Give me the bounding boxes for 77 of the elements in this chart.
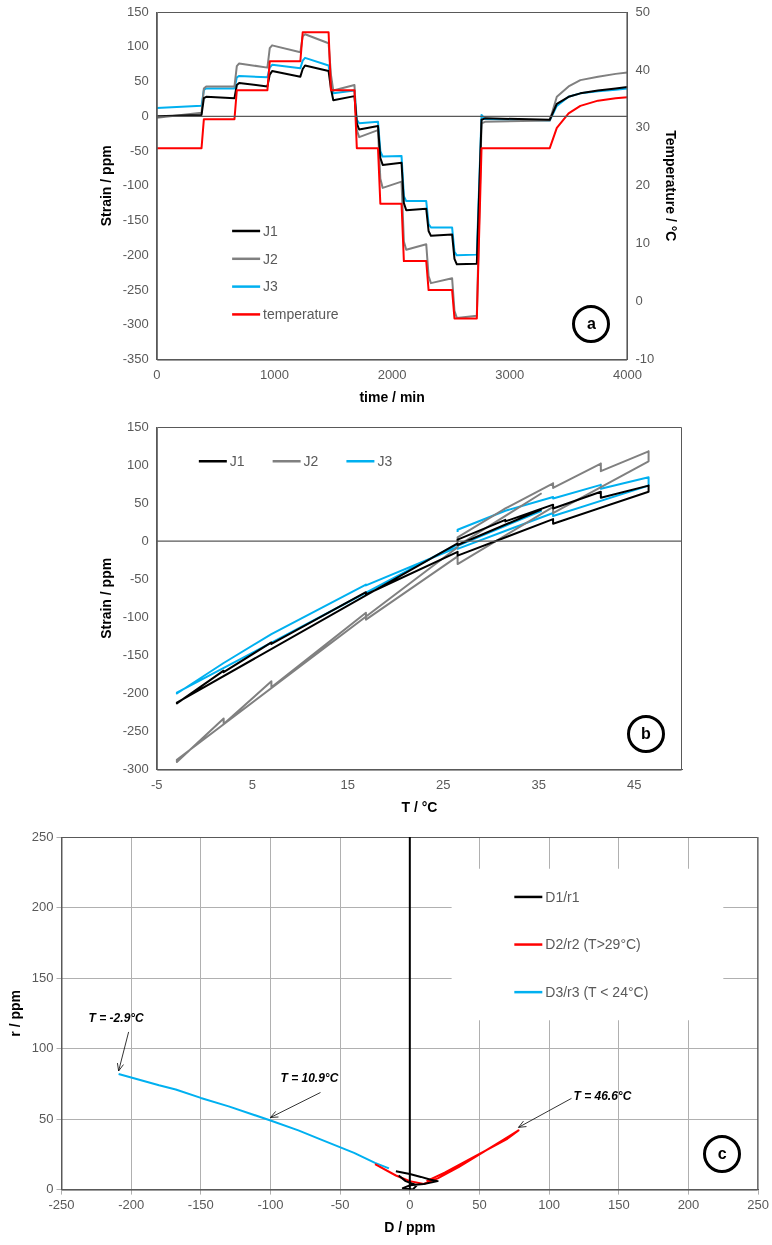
x-tick-label: 4000: [612, 366, 642, 382]
x-tick-label: 35: [531, 776, 546, 792]
circle-outline: c: [703, 1134, 742, 1173]
y-axis-title: Strain / ppm: [98, 145, 115, 227]
y-tick-label: -300: [122, 761, 149, 777]
x-tick-label: 200: [677, 1196, 700, 1212]
y-tick-label: -200: [122, 246, 149, 262]
annotation: T = -2.9°C: [88, 1010, 145, 1025]
legend-label: D3/r3 (T < 24°C): [545, 984, 649, 1000]
y-tick-label: -150: [122, 212, 149, 228]
legend-label: D2/r2 (T>29°C): [545, 936, 641, 953]
circle-outline: a: [572, 304, 611, 343]
legend-label: J1: [263, 222, 279, 239]
legend-label: J3: [263, 278, 279, 295]
y-tick-label: 0: [141, 107, 149, 123]
y-tick-label: -250: [122, 281, 149, 297]
legend-label: temperature: [263, 306, 339, 323]
x-axis-title: time / min: [359, 389, 425, 406]
y-tick-label: 100: [31, 1040, 54, 1056]
y2-tick-label: -10: [635, 351, 655, 367]
y-tick-label: 200: [31, 899, 54, 915]
y2-tick-label: 50: [635, 3, 650, 19]
y-tick-label: 150: [127, 418, 149, 434]
x-tick-label: -100: [257, 1196, 284, 1212]
y2-tick-label: 40: [635, 61, 650, 77]
y2-tick-label: 30: [635, 119, 650, 135]
x-tick-label: -5: [151, 776, 163, 792]
y-tick-label: 0: [141, 532, 149, 548]
y2-tick-label: 10: [635, 235, 650, 251]
x-tick-label: 45: [627, 776, 642, 792]
x-tick-label: 2000: [377, 366, 407, 382]
y-tick-label: -50: [130, 570, 149, 586]
y-tick-label: -200: [122, 685, 149, 701]
y-tick-label: 0: [46, 1181, 54, 1197]
x-tick-label: 3000: [495, 366, 525, 382]
circle-outline: b: [627, 714, 665, 753]
x-tick-label: 1000: [260, 366, 289, 382]
y-tick-label: -100: [122, 177, 149, 193]
legend-label: J2: [303, 453, 319, 470]
y-axis-title: r / ppm: [7, 989, 24, 1037]
y-tick-label: -350: [122, 351, 149, 367]
y2-tick-label: 20: [635, 177, 650, 193]
y-tick-label: 250: [31, 828, 54, 844]
y-tick-label: -50: [130, 142, 149, 158]
y-tick-label: 50: [39, 1110, 54, 1126]
legend-label: D1/r1: [545, 888, 580, 905]
y-tick-label: 50: [134, 73, 149, 89]
y-tick-label: -300: [122, 316, 149, 332]
legend-label: J1: [229, 453, 245, 470]
y2-tick-label: 0: [635, 293, 643, 309]
annotation: T = 46.6°C: [573, 1089, 632, 1104]
y-tick-label: 150: [127, 3, 149, 19]
legend-label: J3: [377, 453, 393, 470]
y-tick-label: -150: [122, 646, 149, 662]
x-tick-label: 150: [607, 1196, 630, 1212]
annotation: T = 10.9°C: [280, 1071, 339, 1086]
x-tick-label: 25: [436, 776, 451, 792]
y-tick-label: 50: [134, 494, 149, 510]
x-tick-label: 100: [538, 1196, 561, 1212]
x-axis-title: T / °C: [401, 799, 438, 816]
y-tick-label: 150: [31, 969, 54, 985]
x-tick-label: 250: [747, 1196, 770, 1212]
y-tick-label: 100: [127, 38, 149, 54]
x-axis-title: D / ppm: [384, 1219, 436, 1236]
legend-label: J2: [263, 250, 279, 267]
x-tick-label: 15: [340, 776, 356, 792]
x-tick-label: 5: [248, 776, 256, 792]
y-tick-label: -250: [122, 723, 149, 739]
x-tick-label: 50: [472, 1196, 487, 1212]
y-tick-label: 100: [127, 456, 149, 472]
y-axis-title: Strain / ppm: [98, 557, 115, 639]
x-tick-label: -150: [187, 1196, 214, 1212]
y-tick-label: -100: [122, 608, 149, 624]
x-tick-label: 0: [406, 1196, 414, 1212]
x-tick-label: 0: [153, 366, 161, 382]
y2-axis-title: Temperature / °C: [662, 130, 679, 242]
x-tick-label: -50: [330, 1196, 350, 1212]
